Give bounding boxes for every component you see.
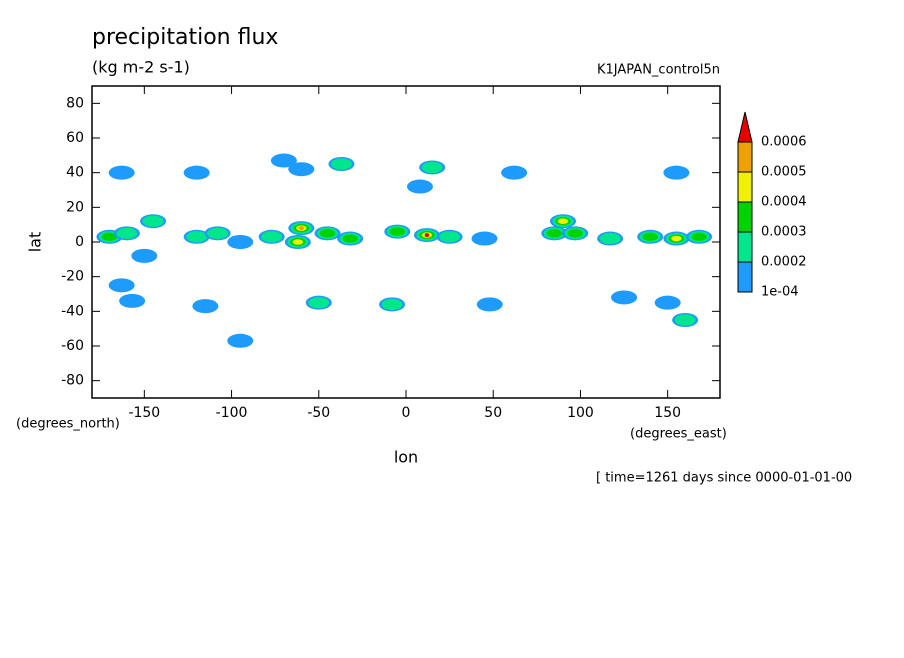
colorbar-box	[737, 261, 753, 293]
contour-fill	[292, 239, 304, 245]
x-tick-label: -50	[307, 405, 330, 421]
colorbar-box	[737, 201, 753, 233]
contour-fill	[691, 232, 707, 241]
colorbar-label: 0.0004	[761, 195, 807, 210]
colorbar-label: 0.0006	[761, 135, 807, 150]
contour-fill	[671, 235, 682, 242]
chart-title: precipitation flux	[92, 25, 278, 50]
contour-fill	[207, 227, 229, 239]
contour-fill	[663, 165, 690, 180]
y-tick-label: -40	[61, 303, 84, 319]
chart-subtitle: (kg m-2 s-1)	[92, 58, 190, 77]
x-tick-label: 0	[402, 405, 411, 421]
contour-fill	[192, 299, 219, 314]
contour-fill	[381, 298, 403, 310]
contour-fill	[288, 162, 315, 177]
y-tick-label: 60	[66, 130, 84, 146]
colorbar-label: 1e-04	[761, 285, 799, 300]
colorbar-label: 0.0005	[761, 165, 807, 180]
contour-fill	[421, 161, 443, 174]
contour-fill	[471, 231, 498, 246]
plot-frame	[91, 85, 721, 399]
run-label: K1JAPAN_control5n	[597, 63, 720, 78]
axes: -150 -100 -50 0 50 100 150 -80 -60 -40 -20 0 20 40 60 8…	[61, 86, 720, 421]
x-tick-label: -150	[128, 405, 160, 421]
contour-fill	[439, 231, 461, 243]
colorbar-box	[737, 141, 753, 173]
contour-fill	[116, 227, 138, 239]
contour-fill	[183, 165, 210, 180]
contour-fill	[611, 290, 638, 305]
contour-fill	[654, 295, 681, 310]
contour-fill	[270, 153, 297, 168]
contour-fill	[642, 232, 659, 241]
contour-fill	[298, 226, 304, 231]
contour-fill	[424, 233, 429, 238]
y-tick-label: -80	[61, 373, 84, 389]
x-tick-label: 50	[484, 405, 502, 421]
contour-fill	[546, 229, 563, 238]
y-axis-label: lat	[26, 232, 45, 253]
y-tick-label: 20	[66, 199, 84, 215]
y-tick-label: -60	[61, 338, 84, 354]
contour-fill	[389, 227, 406, 236]
contour-fill	[567, 229, 584, 238]
contour-fill	[342, 234, 358, 243]
contour-fill	[406, 179, 433, 194]
y-tick-label: 40	[66, 165, 84, 181]
contour-fill	[319, 229, 336, 238]
contour-fill	[119, 293, 146, 308]
contour-fill	[308, 297, 330, 309]
field	[96, 153, 713, 348]
contour-fill	[227, 333, 254, 348]
contour-fill	[476, 297, 503, 312]
contour-fill	[674, 314, 696, 326]
contour-fill	[261, 231, 283, 243]
contour-fill	[599, 232, 621, 245]
contour-fill	[557, 218, 569, 224]
contour-fill	[108, 165, 135, 180]
contour-fill	[108, 278, 135, 293]
colorbar-label: 0.0002	[761, 255, 807, 270]
contour-fill	[101, 232, 118, 241]
contour-fill	[501, 165, 528, 180]
y-tick-label: 0	[75, 234, 84, 250]
x-unit: (degrees_east)	[630, 427, 727, 442]
contour-fill	[227, 235, 254, 249]
x-tick-label: 150	[654, 405, 681, 421]
contour-fill	[131, 248, 158, 263]
time-label: [ time=1261 days since 0000-01-01-00	[596, 471, 852, 486]
x-tick-label: -100	[216, 405, 248, 421]
colorbar-box	[737, 231, 753, 263]
x-axis-label: lon	[394, 448, 418, 467]
contour-fill	[142, 215, 164, 227]
colorbar-label: 0.0003	[761, 225, 807, 240]
y-tick-label: 80	[66, 95, 84, 111]
colorbar-box	[737, 171, 753, 203]
y-unit: (degrees_north)	[16, 417, 120, 432]
contour-fill	[186, 231, 208, 243]
contour-fill	[331, 158, 352, 170]
y-tick-label: -20	[61, 269, 84, 285]
x-tick-label: 100	[567, 405, 594, 421]
colorbar-arrow	[737, 111, 753, 143]
colorbar: 1e-04 0.0002 0.0003 0.0004 0.0005 0.0006	[737, 111, 807, 300]
